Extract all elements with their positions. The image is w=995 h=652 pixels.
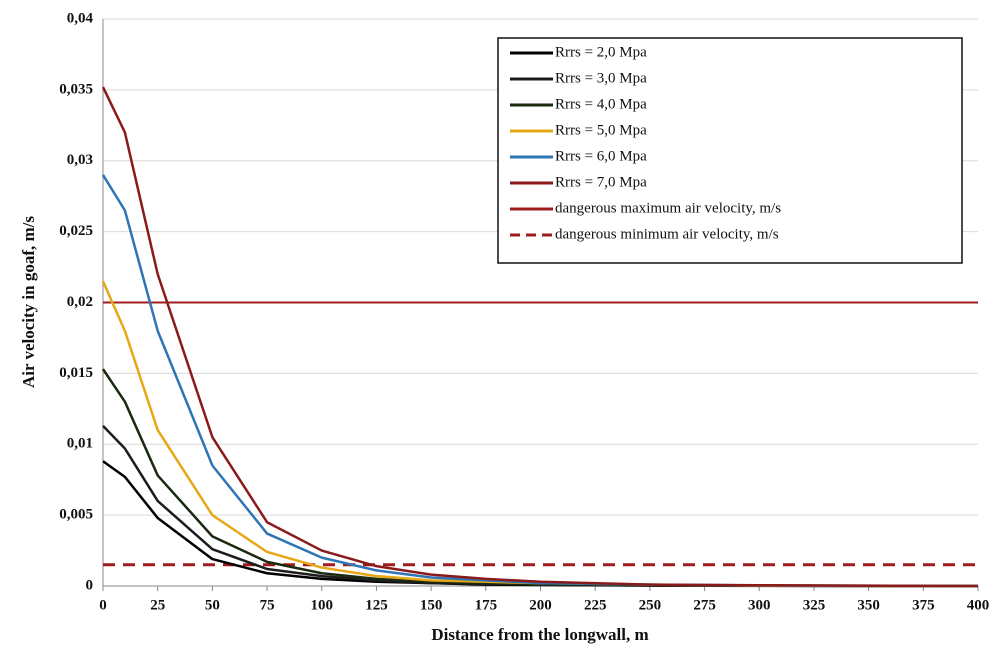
y-tick-label: 0,005 — [59, 507, 93, 523]
y-tick-label: 0,015 — [59, 365, 93, 381]
x-tick-label: 50 — [205, 597, 220, 613]
x-tick-label: 300 — [748, 597, 771, 613]
x-tick-label: 75 — [260, 597, 275, 613]
x-tick-label: 400 — [967, 597, 990, 613]
legend-label: Rrrs = 7,0 Mpa — [555, 174, 647, 190]
legend-label: Rrrs = 5,0 Mpa — [555, 122, 647, 138]
legend-label: Rrrs = 2,0 Mpa — [555, 44, 647, 60]
x-tick-label: 0 — [99, 597, 107, 613]
y-tick-label: 0,035 — [59, 81, 93, 97]
x-tick-label: 275 — [693, 597, 716, 613]
x-tick-label: 200 — [529, 597, 552, 613]
legend-label: Rrrs = 3,0 Mpa — [555, 70, 647, 86]
y-tick-label: 0,02 — [67, 294, 93, 310]
legend-label: dangerous maximum air velocity, m/s — [555, 200, 781, 216]
y-tick-label: 0,03 — [67, 152, 93, 168]
x-tick-label: 175 — [475, 597, 498, 613]
x-tick-label: 25 — [150, 597, 165, 613]
y-tick-label: 0,04 — [67, 10, 94, 26]
legend-label: Rrrs = 4,0 Mpa — [555, 96, 647, 112]
y-tick-label: 0,01 — [67, 436, 93, 452]
legend-box — [497, 37, 963, 264]
x-tick-label: 375 — [912, 597, 935, 613]
x-tick-label: 350 — [857, 597, 880, 613]
legend-label: dangerous minimum air velocity, m/s — [555, 226, 779, 242]
legend-label: Rrrs = 6,0 Mpa — [555, 148, 647, 164]
x-tick-label: 325 — [803, 597, 826, 613]
x-tick-label: 125 — [365, 597, 388, 613]
x-tick-label: 250 — [639, 597, 662, 613]
legend: Rrrs = 2,0 Mpa Rrrs = 3,0 Mpa Rrrs = 4,0 M… — [497, 37, 963, 264]
x-tick-label: 150 — [420, 597, 443, 613]
y-tick-label: 0,025 — [59, 223, 93, 239]
x-axis-title: Distance from the longwall, m — [431, 625, 648, 644]
y-axis-title: Air velocity in goaf, m/s — [19, 216, 38, 388]
series-line — [101, 86, 979, 588]
x-tick-label: 225 — [584, 597, 607, 613]
y-tick-label: 0 — [86, 577, 94, 593]
x-tick-label: 100 — [311, 597, 334, 613]
